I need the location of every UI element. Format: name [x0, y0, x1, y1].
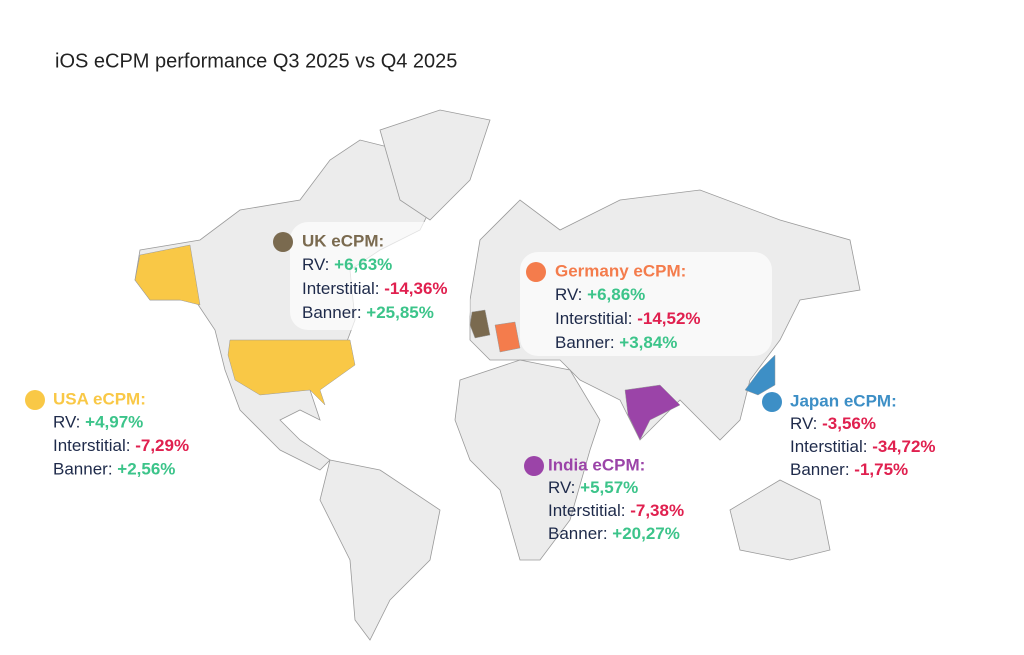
metric-value: +4,97% — [85, 413, 143, 432]
metric-row: Banner: +3,84% — [555, 333, 677, 352]
region-label: Japan eCPM: — [790, 391, 897, 410]
metric-label: Banner: — [548, 524, 608, 543]
metric-label: RV: — [53, 413, 80, 432]
metric-label: Interstitial: — [548, 501, 625, 520]
metric-label: Banner: — [555, 333, 615, 352]
metric-label: Interstitial: — [790, 437, 867, 456]
uk-panel — [290, 222, 470, 330]
metric-row: Banner: +25,85% — [302, 303, 434, 322]
region-label: UK eCPM: — [302, 231, 384, 250]
title: iOS eCPM performance Q3 2025 vs Q4 2025 — [55, 50, 457, 72]
metric-row: Banner: +20,27% — [548, 524, 680, 543]
metric-label: Interstitial: — [53, 436, 130, 455]
metric-label: RV: — [790, 414, 817, 433]
metric-label: RV: — [555, 285, 582, 304]
metric-value: -7,38% — [630, 501, 684, 520]
metric-row: RV: +5,57% — [548, 478, 638, 497]
region-dot — [524, 456, 544, 476]
metric-row: Interstitial: -14,36% — [302, 279, 448, 298]
region-dot — [526, 262, 546, 282]
metric-value: +2,56% — [117, 460, 175, 479]
region-dot — [762, 392, 782, 412]
germany-panel — [520, 252, 772, 356]
world-map — [134, 109, 861, 641]
metric-row: RV: +4,97% — [53, 413, 143, 432]
metric-label: Interstitial: — [555, 309, 632, 328]
metric-value: +20,27% — [612, 524, 680, 543]
metric-value: -34,72% — [872, 437, 935, 456]
uk — [469, 309, 491, 339]
metric-value: -14,52% — [637, 309, 700, 328]
metric-value: +3,84% — [619, 333, 677, 352]
metric-row: RV: +6,86% — [555, 285, 645, 304]
metric-row: Banner: -1,75% — [790, 460, 908, 479]
metric-row: Interstitial: -34,72% — [790, 437, 936, 456]
metric-value: -14,36% — [384, 279, 447, 298]
metric-value: +5,57% — [580, 478, 638, 497]
metric-value: +6,63% — [334, 255, 392, 274]
metric-label: RV: — [302, 255, 329, 274]
metric-value: +25,85% — [366, 303, 434, 322]
japan — [744, 354, 776, 396]
region-label: Germany eCPM: — [555, 261, 686, 280]
australia — [729, 479, 831, 561]
metric-row: Interstitial: -14,52% — [555, 309, 701, 328]
metric-value: +6,86% — [587, 285, 645, 304]
india — [624, 384, 681, 441]
region-label: USA eCPM: — [53, 389, 146, 408]
metric-row: Interstitial: -7,38% — [548, 501, 684, 520]
region-dot — [25, 390, 45, 410]
metric-label: Banner: — [53, 460, 113, 479]
germany — [494, 321, 521, 353]
alaska — [134, 244, 201, 306]
usa — [227, 339, 356, 406]
region-dot — [273, 232, 293, 252]
metric-label: Banner: — [790, 460, 850, 479]
metric-row: RV: +6,63% — [302, 255, 392, 274]
greenland — [379, 109, 491, 221]
metric-value: -3,56% — [822, 414, 876, 433]
metric-row: Banner: +2,56% — [53, 460, 175, 479]
metric-label: Banner: — [302, 303, 362, 322]
south-america — [319, 459, 441, 641]
metric-value: -1,75% — [854, 460, 908, 479]
metric-row: RV: -3,56% — [790, 414, 876, 433]
metric-label: RV: — [548, 478, 575, 497]
region-label: India eCPM: — [548, 455, 645, 474]
metric-label: Interstitial: — [302, 279, 379, 298]
metric-value: -7,29% — [135, 436, 189, 455]
metric-row: Interstitial: -7,29% — [53, 436, 189, 455]
